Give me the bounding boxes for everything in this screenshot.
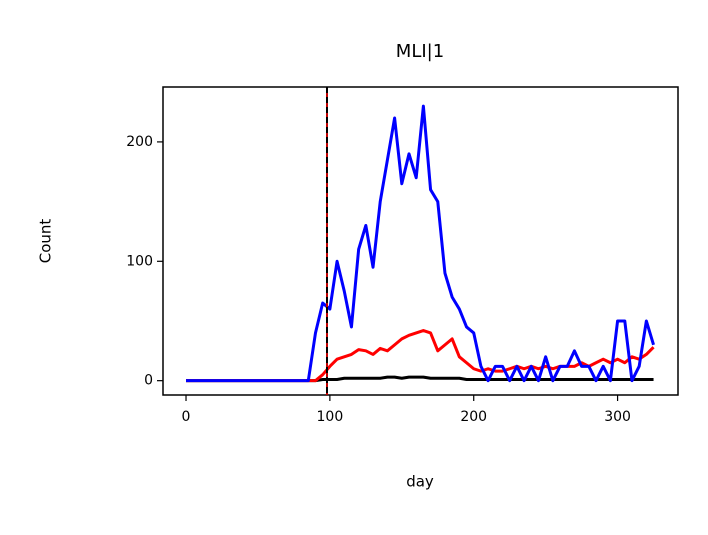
chart-title: MLI|1: [396, 41, 444, 62]
y-axis-label: Count: [37, 219, 55, 264]
x-tick-label: 100: [317, 409, 344, 425]
y-tick-label: 0: [144, 373, 153, 389]
x-axis-label: day: [406, 473, 434, 491]
x-tick-label: 300: [604, 409, 631, 425]
plot-frame: [162, 86, 679, 396]
x-tick-label: 0: [182, 409, 191, 425]
line-series: [186, 104, 655, 383]
y-tick-label: 100: [126, 253, 153, 269]
x-tick-label: 200: [460, 409, 487, 425]
line-series: [186, 329, 655, 383]
y-tick-label: 200: [126, 134, 153, 150]
